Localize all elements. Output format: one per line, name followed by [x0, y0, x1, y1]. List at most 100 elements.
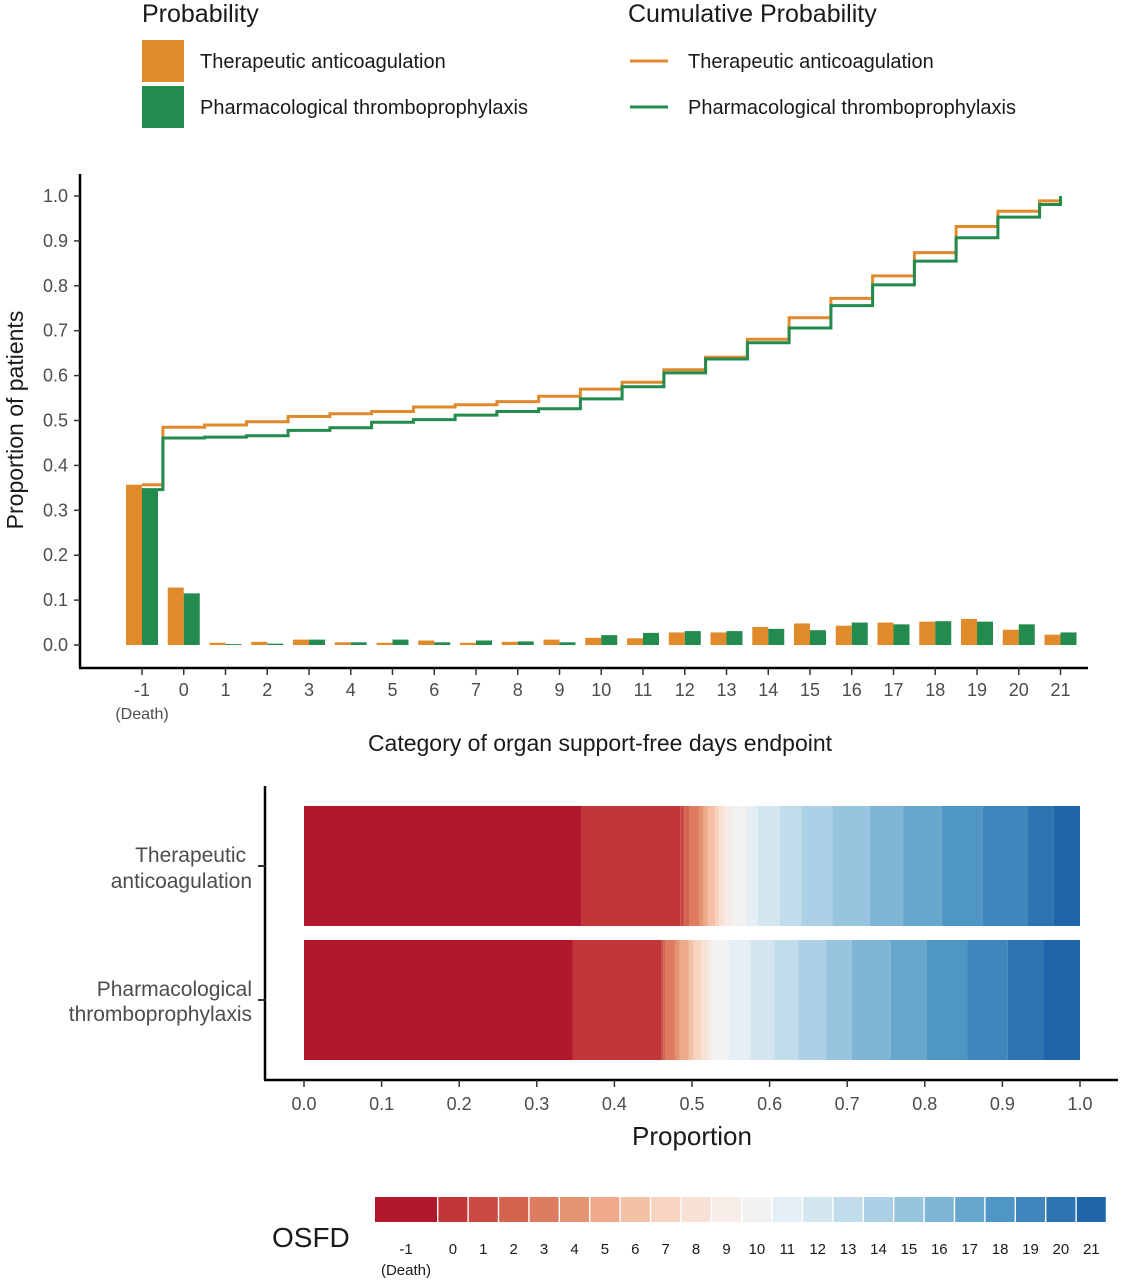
- stack-segment-pharmacological-4: [674, 940, 680, 1060]
- osfd-key-label: 1: [479, 1241, 487, 1258]
- bar-therapeutic-5: [376, 642, 393, 645]
- cumulative-line-pharmacological: [142, 196, 1062, 492]
- legend-swatch-therapeutic: [142, 40, 184, 82]
- osfd-key-1: [468, 1197, 498, 1222]
- osfd-legend-keys: -1 0 1 2 3 4 5 6 7 8 9 10 11 12 13 14 15 16 17 18 19 20 21: [375, 1197, 1106, 1258]
- legend-swatch-pharmacological: [142, 86, 184, 128]
- stack-segment-pharmacological-14: [798, 940, 827, 1060]
- bottom-x-tick-label: 1.0: [1067, 1094, 1092, 1114]
- stack-segment-therapeutic-8: [719, 806, 725, 926]
- top-y-ticks: 0.0 0.1 0.2 0.3 0.4 0.5 0.6 0.7 0.8 0.9 1.0: [43, 186, 80, 655]
- stack-segment-pharmacological-5: [679, 940, 689, 1060]
- bar-pharmacological-5: [392, 639, 409, 645]
- x-tick-label: 18: [925, 680, 945, 700]
- bottom-x-tick-label: 0.9: [990, 1094, 1015, 1114]
- stack-segment-therapeutic-12: [757, 806, 780, 926]
- stack-segment-therapeutic-9: [724, 806, 734, 926]
- stack-segment-pharmacological-6: [688, 940, 694, 1060]
- bar-therapeutic-10: [585, 637, 602, 645]
- row-label-pharmacological-line2: thromboprophylaxis: [69, 1003, 252, 1026]
- stack-segment-therapeutic-2: [684, 806, 690, 926]
- osfd-death-sublabel: (Death): [381, 1262, 431, 1279]
- osfd-key-label: 15: [901, 1241, 918, 1258]
- osfd-key-label: 13: [840, 1241, 857, 1258]
- bar-therapeutic-17: [877, 622, 894, 645]
- stack-segment-pharmacological-9: [707, 940, 713, 1060]
- osfd-legend: OSFD -1 0 1 2 3 4 5 6 7 8 9 10 11 12 13 14 15 16 17 18 19 20 2…: [272, 1197, 1106, 1279]
- stack-segment-pharmacological-19: [967, 940, 1008, 1060]
- bar-pharmacological-15: [810, 630, 826, 645]
- bar-therapeutic-19: [961, 618, 977, 645]
- stack-segment-pharmacological--1: [304, 940, 573, 1060]
- stacked-bars: [304, 806, 1080, 1060]
- x-tick-label: 15: [800, 680, 820, 700]
- x-death-sublabel: (Death): [115, 706, 168, 723]
- y-tick-label: 1.0: [43, 186, 68, 206]
- bar-therapeutic-7: [460, 642, 476, 645]
- bar-therapeutic-9: [543, 639, 560, 645]
- osfd-key-label: 16: [931, 1241, 948, 1258]
- bottom-x-axis-title: Proportion: [632, 1121, 752, 1151]
- bar-therapeutic-0: [167, 587, 184, 645]
- bar-therapeutic--1: [126, 484, 142, 645]
- legend-cum-label-pharmacological: Pharmacological thromboprophylaxis: [688, 97, 1016, 119]
- y-tick-label: 0.2: [43, 545, 68, 565]
- top-chart: 0.00.10.20.30.40.50.60.70.80.91.0 -1 0 1 2 3…: [2, 174, 1088, 756]
- stack-segment-pharmacological-10: [712, 940, 730, 1060]
- stack-segment-pharmacological-0: [572, 940, 662, 1060]
- osfd-key-6: [620, 1197, 650, 1222]
- stack-segment-therapeutic--1: [304, 806, 582, 926]
- row-label-therapeutic-line2: anticoagulation: [111, 870, 252, 893]
- bottom-x-ticks: 0.0 0.1 0.2 0.3 0.4 0.5 0.6 0.7 0.8 0.9 1.0: [291, 1080, 1093, 1114]
- osfd-key-2: [499, 1197, 529, 1222]
- bottom-x-tick-label: 0.7: [835, 1094, 860, 1114]
- stack-segment-therapeutic-21: [1053, 806, 1080, 926]
- osfd-key-label: 7: [662, 1241, 670, 1258]
- legend: Probability Therapeutic anticoagulation …: [142, 0, 1016, 128]
- stack-segment-pharmacological-15: [826, 940, 852, 1060]
- stack-segment-pharmacological-11: [729, 940, 751, 1060]
- legend-cum-label-therapeutic: Therapeutic anticoagulation: [688, 51, 934, 73]
- top-y-axis-title: Proportion of patients: [2, 311, 28, 530]
- bar-therapeutic-2: [251, 641, 268, 645]
- y-tick-label: 0.9: [43, 231, 68, 251]
- bar-therapeutic-8: [501, 641, 518, 645]
- bar-therapeutic-11: [627, 638, 643, 645]
- bar-pharmacological--1: [142, 489, 158, 645]
- top-chart-cumulative-lines: [142, 196, 1062, 492]
- stack-segment-therapeutic-6: [707, 806, 716, 926]
- x-tick-label: 5: [387, 680, 397, 700]
- x-tick-label: 19: [967, 680, 987, 700]
- osfd-legend-title: OSFD: [272, 1222, 350, 1253]
- stack-segment-therapeutic-18: [941, 806, 983, 926]
- osfd-key--1: [375, 1197, 437, 1222]
- osfd-key-label: 5: [601, 1241, 609, 1258]
- bar-pharmacological-11: [643, 632, 659, 645]
- y-tick-label: 0.3: [43, 500, 68, 520]
- osfd-key-label: 18: [992, 1241, 1009, 1258]
- y-tick-label: 0.7: [43, 321, 68, 341]
- bar-pharmacological-12: [684, 631, 701, 645]
- osfd-key-label: 12: [809, 1241, 826, 1258]
- bar-pharmacological-13: [726, 631, 743, 645]
- bottom-x-tick-label: 0.2: [447, 1094, 472, 1114]
- x-tick-label: 2: [262, 680, 272, 700]
- osfd-key-label: 20: [1053, 1241, 1070, 1258]
- osfd-key-label: 10: [749, 1241, 766, 1258]
- bottom-x-tick-label: 0.1: [369, 1094, 394, 1114]
- bottom-x-tick-label: 0.6: [757, 1094, 782, 1114]
- legend-label-therapeutic: Therapeutic anticoagulation: [200, 51, 446, 73]
- x-tick-label: 4: [346, 680, 356, 700]
- stack-segment-pharmacological-12: [750, 940, 775, 1060]
- legend-label-pharmacological: Pharmacological thromboprophylaxis: [200, 97, 528, 119]
- bar-pharmacological-21: [1060, 632, 1077, 645]
- osfd-key-label: 0: [449, 1241, 457, 1258]
- osfd-key-label: -1: [399, 1241, 412, 1258]
- osfd-key-12: [803, 1197, 833, 1222]
- x-tick-label: -1: [134, 680, 150, 700]
- stack-segment-therapeutic-13: [779, 806, 802, 926]
- bar-pharmacological-4: [350, 642, 367, 645]
- stack-segment-pharmacological-3: [665, 940, 675, 1060]
- stack-segment-pharmacological-7: [693, 940, 702, 1060]
- osfd-key-4: [560, 1197, 589, 1222]
